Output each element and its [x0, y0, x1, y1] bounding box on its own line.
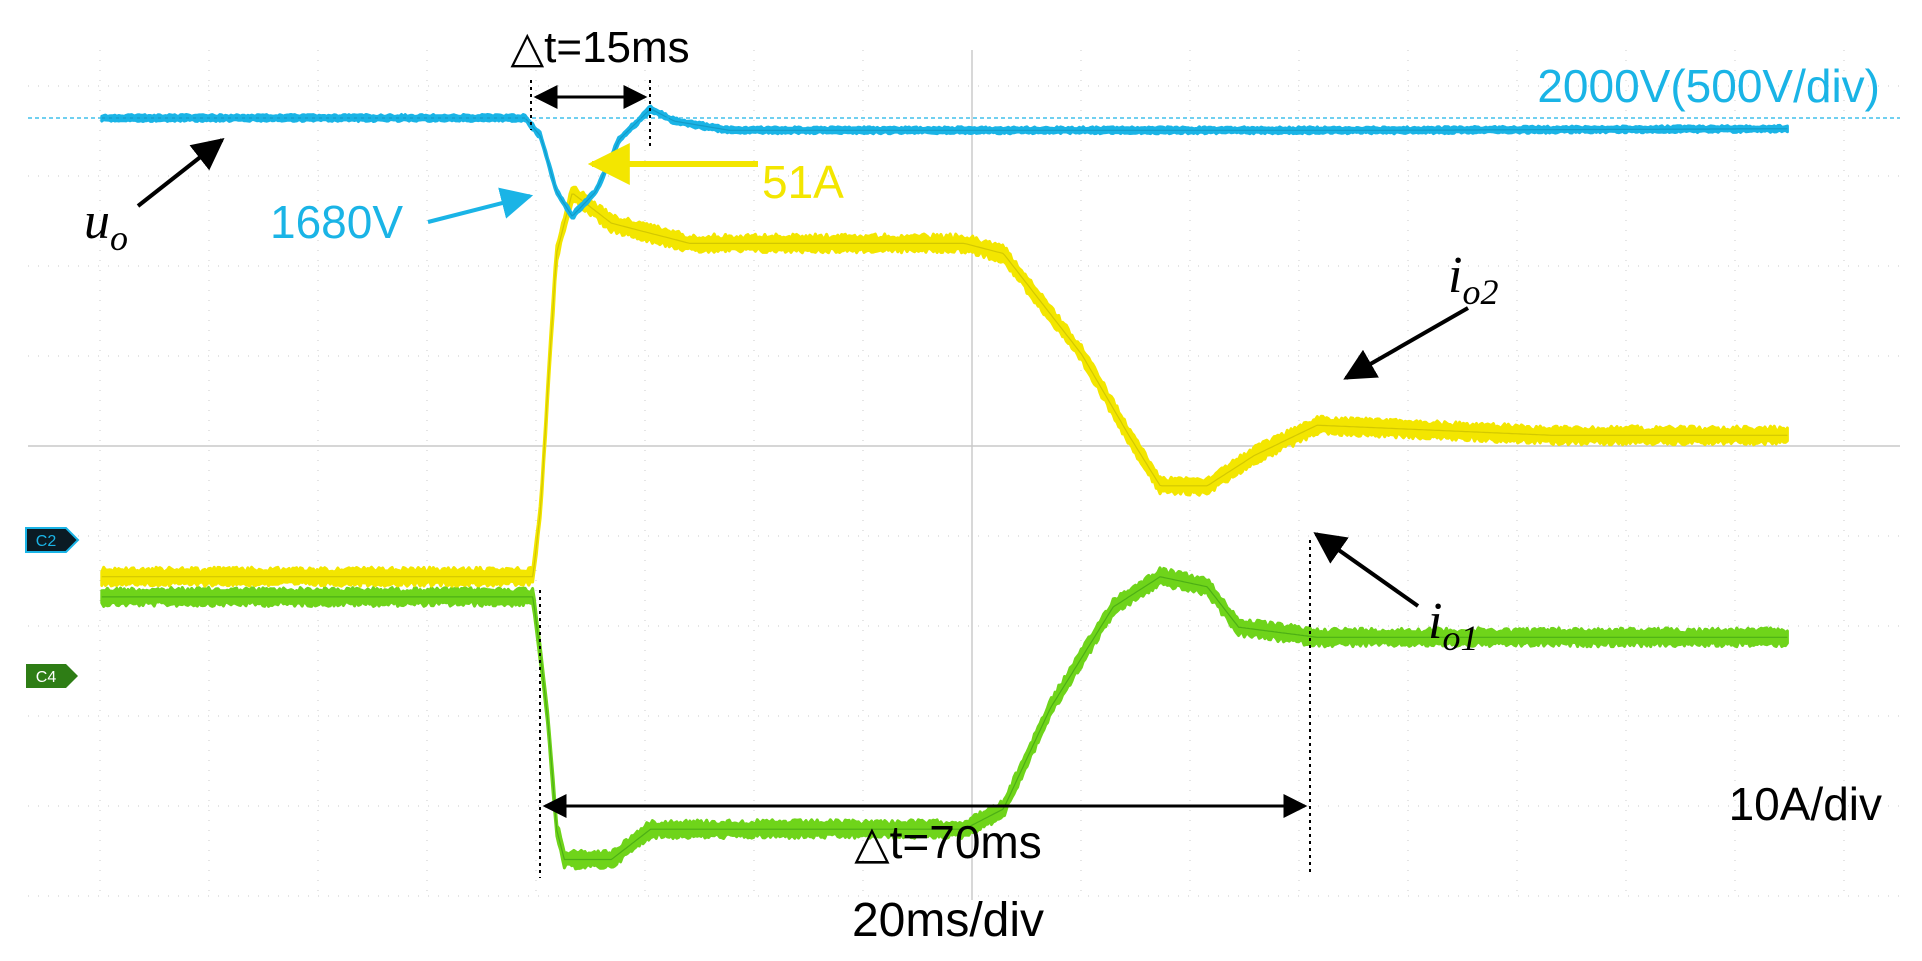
uo-label-main: u [84, 193, 110, 250]
dt-top-label: △t=15ms [510, 23, 689, 72]
channel-c2-label: C2 [36, 533, 57, 550]
current-scale-label: 10A/div [1729, 778, 1882, 830]
svg-text:uo: uo [84, 193, 128, 258]
uo-trace-core [101, 108, 1788, 217]
waveform-traces [100, 104, 1789, 871]
v-min-annotation: 1680V [270, 187, 534, 248]
grid [28, 50, 1900, 900]
io1-trace-band [100, 566, 1789, 871]
i-peak-label: 51A [762, 156, 844, 208]
uo-series-label: uo [84, 138, 225, 258]
io1-trace-core [101, 576, 1788, 861]
io1-label-sub: o1 [1442, 618, 1478, 658]
io1-series-label: io1 [1313, 532, 1478, 658]
channel-marker-c2: C2 [25, 527, 80, 553]
voltage-scale-label: 2000V(500V/div) [1537, 60, 1880, 112]
uo-trace-band [100, 104, 1789, 220]
dt-bottom-label: △t=70ms [854, 816, 1042, 868]
timebase-label: 20ms/div [852, 894, 1044, 947]
io2-label-main: i [1448, 247, 1462, 304]
io1-label-main: i [1428, 593, 1442, 650]
io2-trace [100, 185, 1789, 588]
i-peak-annotation: 51A [587, 143, 844, 208]
dt-70ms-annotation: △t=70ms [539, 540, 1311, 878]
io1-trace [100, 566, 1789, 871]
channel-c4-label: C4 [36, 669, 57, 686]
io2-label-sub: o2 [1462, 272, 1498, 312]
svg-text:io1: io1 [1428, 593, 1478, 658]
io2-series-label: io2 [1343, 247, 1498, 380]
io2-trace-band [100, 185, 1789, 588]
channel-marker-c4: C4 [26, 664, 78, 688]
uo-trace [100, 104, 1789, 220]
dt-15ms-annotation: △t=15ms [510, 23, 690, 150]
svg-text:io2: io2 [1448, 247, 1498, 312]
uo-label-sub: o [110, 218, 128, 258]
io2-trace-core [101, 193, 1788, 578]
v-min-label: 1680V [270, 196, 403, 248]
